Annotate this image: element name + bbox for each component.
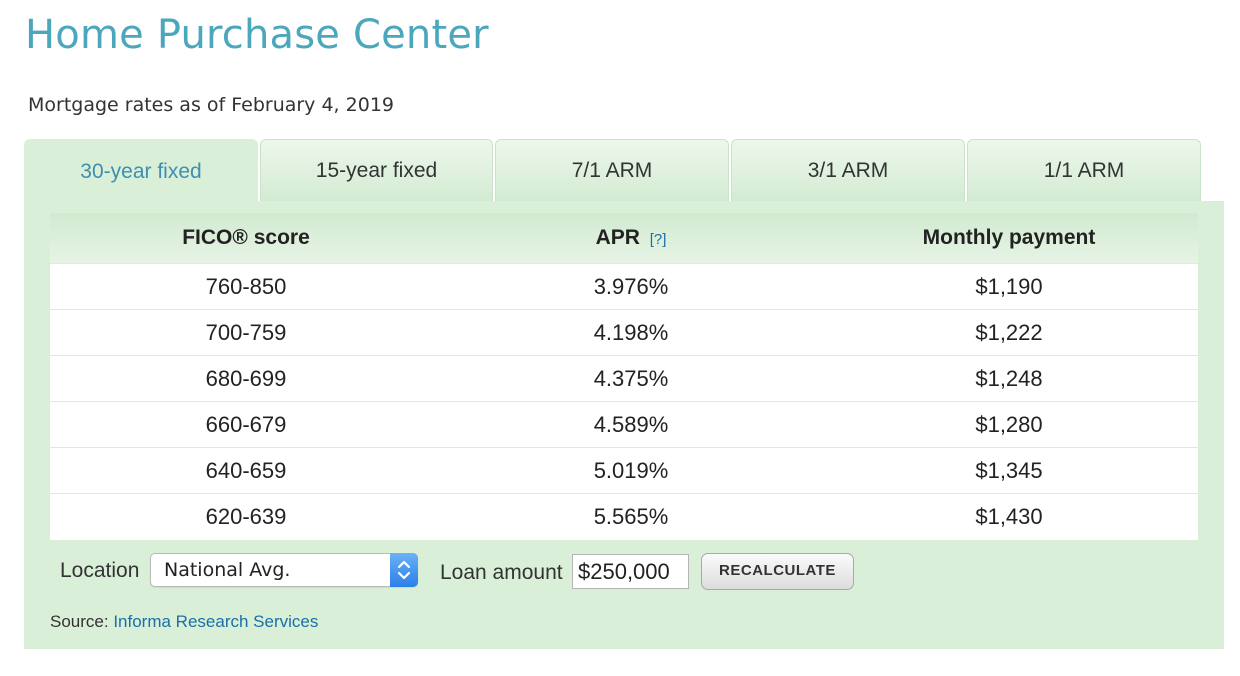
cell-apr: 5.565% [593,504,669,529]
cell-apr: 4.589% [593,412,669,437]
tab-label: 3/1 ARM [807,158,889,182]
cell-payment: $1,222 [975,320,1043,345]
cell-apr: 5.019% [593,458,669,483]
page-title: Home Purchase Center [25,12,489,58]
location-label: Location [60,559,140,582]
apr-help-link[interactable]: [?] [649,231,667,248]
table-row: 680-699 4.375% $1,248 [50,356,1198,402]
loan-amount-label: Loan amount [440,561,563,584]
table-row: 620-639 5.565% $1,430 [50,494,1198,540]
cell-fico: 620-639 [205,504,287,529]
table-row: 760-850 3.976% $1,190 [50,264,1198,310]
cell-fico: 760-850 [205,274,287,299]
tab-7-1-arm[interactable]: 7/1 ARM [495,139,729,201]
tab-label: 30-year fixed [80,159,202,183]
table-row: 700-759 4.198% $1,222 [50,310,1198,356]
select-arrows-icon [390,553,418,587]
source-note: Source: Informa Research Services [50,612,318,632]
cell-apr: 3.976% [593,274,669,299]
cell-apr: 4.375% [593,366,669,391]
tab-15-year-fixed[interactable]: 15-year fixed [260,139,493,201]
loan-amount-input[interactable] [572,554,689,589]
updown-chevron-icon [397,560,411,580]
cell-payment: $1,345 [975,458,1043,483]
source-label: Source: [50,612,109,631]
cell-fico: 660-679 [205,412,287,437]
tab-label: 15-year fixed [315,158,438,182]
source-link[interactable]: Informa Research Services [113,612,319,631]
tab-30-year-fixed[interactable]: 30-year fixed [24,139,258,203]
recalculate-button[interactable]: RECALCULATE [701,553,854,590]
tab-3-1-arm[interactable]: 3/1 ARM [731,139,965,201]
table-row: 640-659 5.019% $1,345 [50,448,1198,494]
header-apr-label: APR [595,226,640,249]
cell-fico: 640-659 [205,458,287,483]
header-apr: APR [?] [442,213,820,263]
header-fico-score: FICO® score [182,226,310,249]
cell-payment: $1,190 [975,274,1043,299]
cell-fico: 680-699 [205,366,287,391]
table-row: 660-679 4.589% $1,280 [50,402,1198,448]
location-selected-value: National Avg. [164,559,291,581]
table-body: 760-850 3.976% $1,190 700-759 4.198% $1,… [50,264,1198,540]
tab-1-1-arm[interactable]: 1/1 ARM [967,139,1201,201]
table-header: FICO® score APR [?] Monthly payment [50,213,1198,263]
tab-label: 7/1 ARM [571,158,653,182]
cell-payment: $1,280 [975,412,1043,437]
location-select[interactable]: National Avg. [150,553,418,587]
cell-apr: 4.198% [593,320,669,345]
tab-label: 1/1 ARM [1043,158,1125,182]
header-monthly-payment: Monthly payment [922,226,1096,249]
cell-payment: $1,430 [975,504,1043,529]
rates-date: Mortgage rates as of February 4, 2019 [28,94,394,116]
cell-fico: 700-759 [205,320,287,345]
cell-payment: $1,248 [975,366,1043,391]
